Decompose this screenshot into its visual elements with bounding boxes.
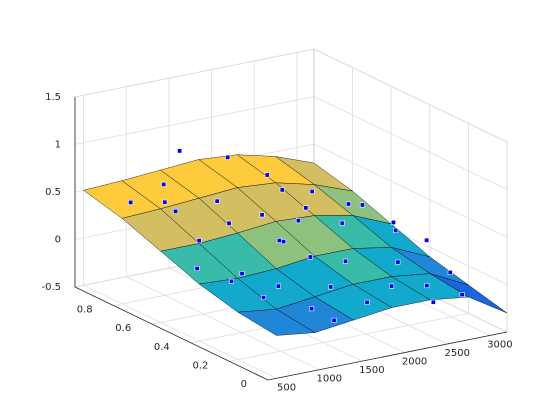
scatter-point (281, 239, 287, 245)
grid-line (74, 48, 508, 143)
scatter-point (194, 266, 200, 272)
scatter-point (225, 154, 231, 160)
grid-line (74, 96, 508, 190)
y-tick-label: 0 (241, 379, 247, 390)
scatter-point (459, 292, 465, 298)
scatter-point (331, 317, 337, 323)
scatter-point (173, 208, 179, 214)
scatter-point (424, 283, 430, 289)
scatter-point (261, 295, 267, 301)
scatter-point (128, 199, 134, 205)
scatter-point (196, 238, 202, 244)
axis-line (74, 286, 269, 381)
z-tick-label: 0 (55, 235, 61, 246)
axis-line (267, 331, 508, 381)
scatter-point (309, 306, 315, 312)
surface-patch (237, 308, 316, 336)
y-tick-label: 0.2 (192, 360, 208, 371)
scatter-point (339, 220, 345, 226)
x-tick-label: 500 (277, 382, 296, 393)
z-tick-label: 1.5 (45, 92, 61, 103)
scatter-point (393, 227, 399, 233)
z-tick-label: -0.5 (41, 282, 61, 293)
x-tick-label: 3000 (487, 339, 512, 350)
scatter-point (259, 212, 265, 218)
scatter-point (390, 219, 396, 225)
scatter-point (295, 218, 301, 224)
scatter-point (276, 238, 282, 244)
scatter-point (307, 254, 313, 260)
x-tick-label: 1500 (359, 365, 384, 376)
scatter-point (424, 237, 430, 243)
y-tick-label: 0.8 (77, 305, 93, 316)
scatter-point (364, 299, 370, 305)
scatter-point (228, 278, 234, 284)
scatter-point (177, 148, 183, 154)
scatter-point (279, 187, 285, 193)
scatter-point (328, 284, 334, 290)
scatter-point (389, 283, 395, 289)
scatter-point (395, 259, 401, 265)
scatter-point (309, 189, 315, 195)
scatter-point (343, 258, 349, 264)
z-tick-label: 0.5 (45, 187, 61, 198)
scatter-point (162, 199, 168, 205)
scatter-point (161, 181, 167, 187)
scatter-point (239, 271, 245, 277)
x-tick-label: 2000 (402, 357, 427, 368)
z-tick-label: 1 (55, 140, 61, 151)
scatter-point (346, 201, 352, 207)
scatter-point (303, 205, 309, 211)
scatter-point (447, 269, 453, 275)
scatter-point (430, 299, 436, 305)
scatter-point (359, 202, 365, 208)
x-tick-label: 2500 (445, 348, 470, 359)
scatter-point (275, 283, 281, 289)
scatter-point (264, 172, 270, 178)
x-tick-label: 1000 (316, 374, 341, 385)
y-tick-label: 0.4 (154, 342, 170, 353)
y-tick-label: 0.6 (115, 323, 131, 334)
scatter-point (226, 220, 232, 226)
scatter-point (214, 198, 220, 204)
